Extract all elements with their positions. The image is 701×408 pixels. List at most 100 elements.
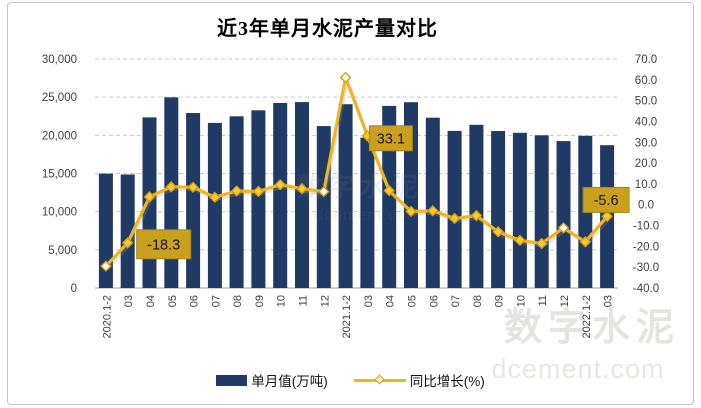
x-axis-tick-label: 12 <box>319 295 331 307</box>
diamond-marker <box>579 235 592 248</box>
bar <box>120 174 135 288</box>
diamond-marker <box>165 181 178 193</box>
legend-item-monthly-value: 单月值(万吨) <box>216 370 328 390</box>
x-axis-tick-label: 10 <box>515 295 527 307</box>
bar <box>447 130 462 288</box>
diamond-marker <box>230 185 243 197</box>
watermark-text: 数字水泥 <box>296 172 424 202</box>
left-axis-tick-label: 30,000 <box>42 54 77 66</box>
x-axis-tick-label: 07 <box>210 295 222 307</box>
data-label: 33.1 <box>377 131 405 147</box>
x-axis-tick-label: 03 <box>603 295 615 307</box>
bar <box>251 110 266 288</box>
bar <box>98 173 113 288</box>
right-axis-tick-label: 0.0 <box>638 200 654 212</box>
data-label: -5.6 <box>594 193 619 209</box>
bar-series-swatch-icon <box>216 374 248 386</box>
chart-title: 近3年单月水泥产量对比 <box>217 18 438 40</box>
right-axis-tick-label: 10.0 <box>635 179 657 191</box>
x-axis-tick-label: 04 <box>385 295 397 307</box>
right-axis-tick-label: 40.0 <box>635 117 657 129</box>
line-series-swatch-icon <box>353 374 406 387</box>
watermark-text: 数字水泥 <box>504 307 680 349</box>
watermark-text: dcement.com <box>491 354 664 384</box>
left-axis-tick-label: 10,000 <box>42 207 77 219</box>
legend-item-yoy-growth: 同比增长(%) <box>353 370 485 390</box>
diamond-marker <box>426 204 439 217</box>
legend: 单月值(万吨) 同比增长(%) <box>0 370 701 390</box>
bar <box>534 135 549 288</box>
diamond-marker <box>492 226 504 238</box>
x-axis-tick-label: 2020.1-2 <box>101 295 113 338</box>
right-axis-tick-label: 60.0 <box>635 75 657 87</box>
x-axis-tick-label: 03 <box>123 295 135 307</box>
bar <box>207 122 222 289</box>
x-axis-tick-label: 05 <box>406 295 418 307</box>
x-axis-tick-label: 11 <box>537 295 549 306</box>
x-axis-tick-label: 03 <box>363 295 375 307</box>
right-axis-tick-label: 50.0 <box>635 96 657 108</box>
right-axis-tick-label: -20.0 <box>633 241 659 253</box>
right-axis-tick-label: -10.0 <box>633 221 659 233</box>
left-axis-tick-label: 0 <box>71 283 77 295</box>
x-axis-tick-label: 04 <box>145 295 157 307</box>
diamond-marker <box>274 178 287 191</box>
diamond-marker <box>121 237 134 249</box>
bar <box>469 124 484 288</box>
diamond-marker <box>100 260 112 272</box>
bar <box>425 117 440 288</box>
diamond-marker <box>318 185 330 198</box>
x-axis-tick-label: 08 <box>232 295 244 307</box>
right-axis-tick-label: -40.0 <box>633 283 659 295</box>
x-axis-tick-label: 06 <box>189 295 201 307</box>
x-axis-tick-label: 07 <box>450 295 462 307</box>
legend-bar-label: 单月值(万吨) <box>251 374 328 389</box>
bar <box>360 137 375 288</box>
data-label-box <box>368 125 413 152</box>
x-axis-tick-label: 06 <box>428 295 440 307</box>
x-axis-tick-label: 11 <box>298 295 310 306</box>
right-axis-tick-label: 20.0 <box>635 158 657 170</box>
diamond-marker-icon <box>374 374 385 384</box>
right-axis-tick-label: -30.0 <box>633 262 659 274</box>
bar <box>186 113 201 288</box>
bar <box>382 105 397 289</box>
left-axis-tick-label: 15,000 <box>42 169 77 181</box>
diamond-marker <box>601 210 613 223</box>
diamond-marker <box>143 191 156 203</box>
diamond-marker <box>535 237 548 250</box>
diamond-marker <box>514 234 526 247</box>
left-axis-tick-label: 5,000 <box>48 245 77 257</box>
bar <box>512 132 527 288</box>
data-label: -18.3 <box>147 237 180 253</box>
legend-line-label: 同比增长(%) <box>409 374 485 389</box>
diamond-marker <box>339 71 352 84</box>
diamond-marker <box>448 212 461 225</box>
bar <box>229 116 244 288</box>
right-axis-tick-label: 30.0 <box>635 137 657 149</box>
x-axis-tick-label: 09 <box>494 295 506 307</box>
x-axis-tick-label: 08 <box>472 295 484 307</box>
bar <box>556 141 571 288</box>
left-axis-tick-label: 25,000 <box>42 92 77 104</box>
x-axis-tick-label: 12 <box>559 295 571 307</box>
left-axis-tick-label: 20,000 <box>42 130 77 142</box>
diamond-marker <box>187 181 199 194</box>
diamond-marker <box>209 191 221 204</box>
diamond-marker <box>557 222 570 234</box>
diamond-marker <box>470 209 483 222</box>
right-axis-tick-label: 70.0 <box>635 54 657 66</box>
bar <box>491 131 506 288</box>
bar <box>295 102 309 288</box>
x-axis-tick-label: 2022.1-2 <box>581 295 593 338</box>
bar <box>273 103 288 288</box>
x-axis-tick-label: 2021.1-2 <box>341 295 353 338</box>
x-axis-tick-label: 05 <box>167 295 179 307</box>
x-axis-tick-label: 10 <box>276 295 288 307</box>
diamond-marker <box>296 182 308 195</box>
data-label-box <box>582 186 630 213</box>
bar <box>338 104 353 288</box>
x-axis-tick-label: 09 <box>254 295 266 307</box>
